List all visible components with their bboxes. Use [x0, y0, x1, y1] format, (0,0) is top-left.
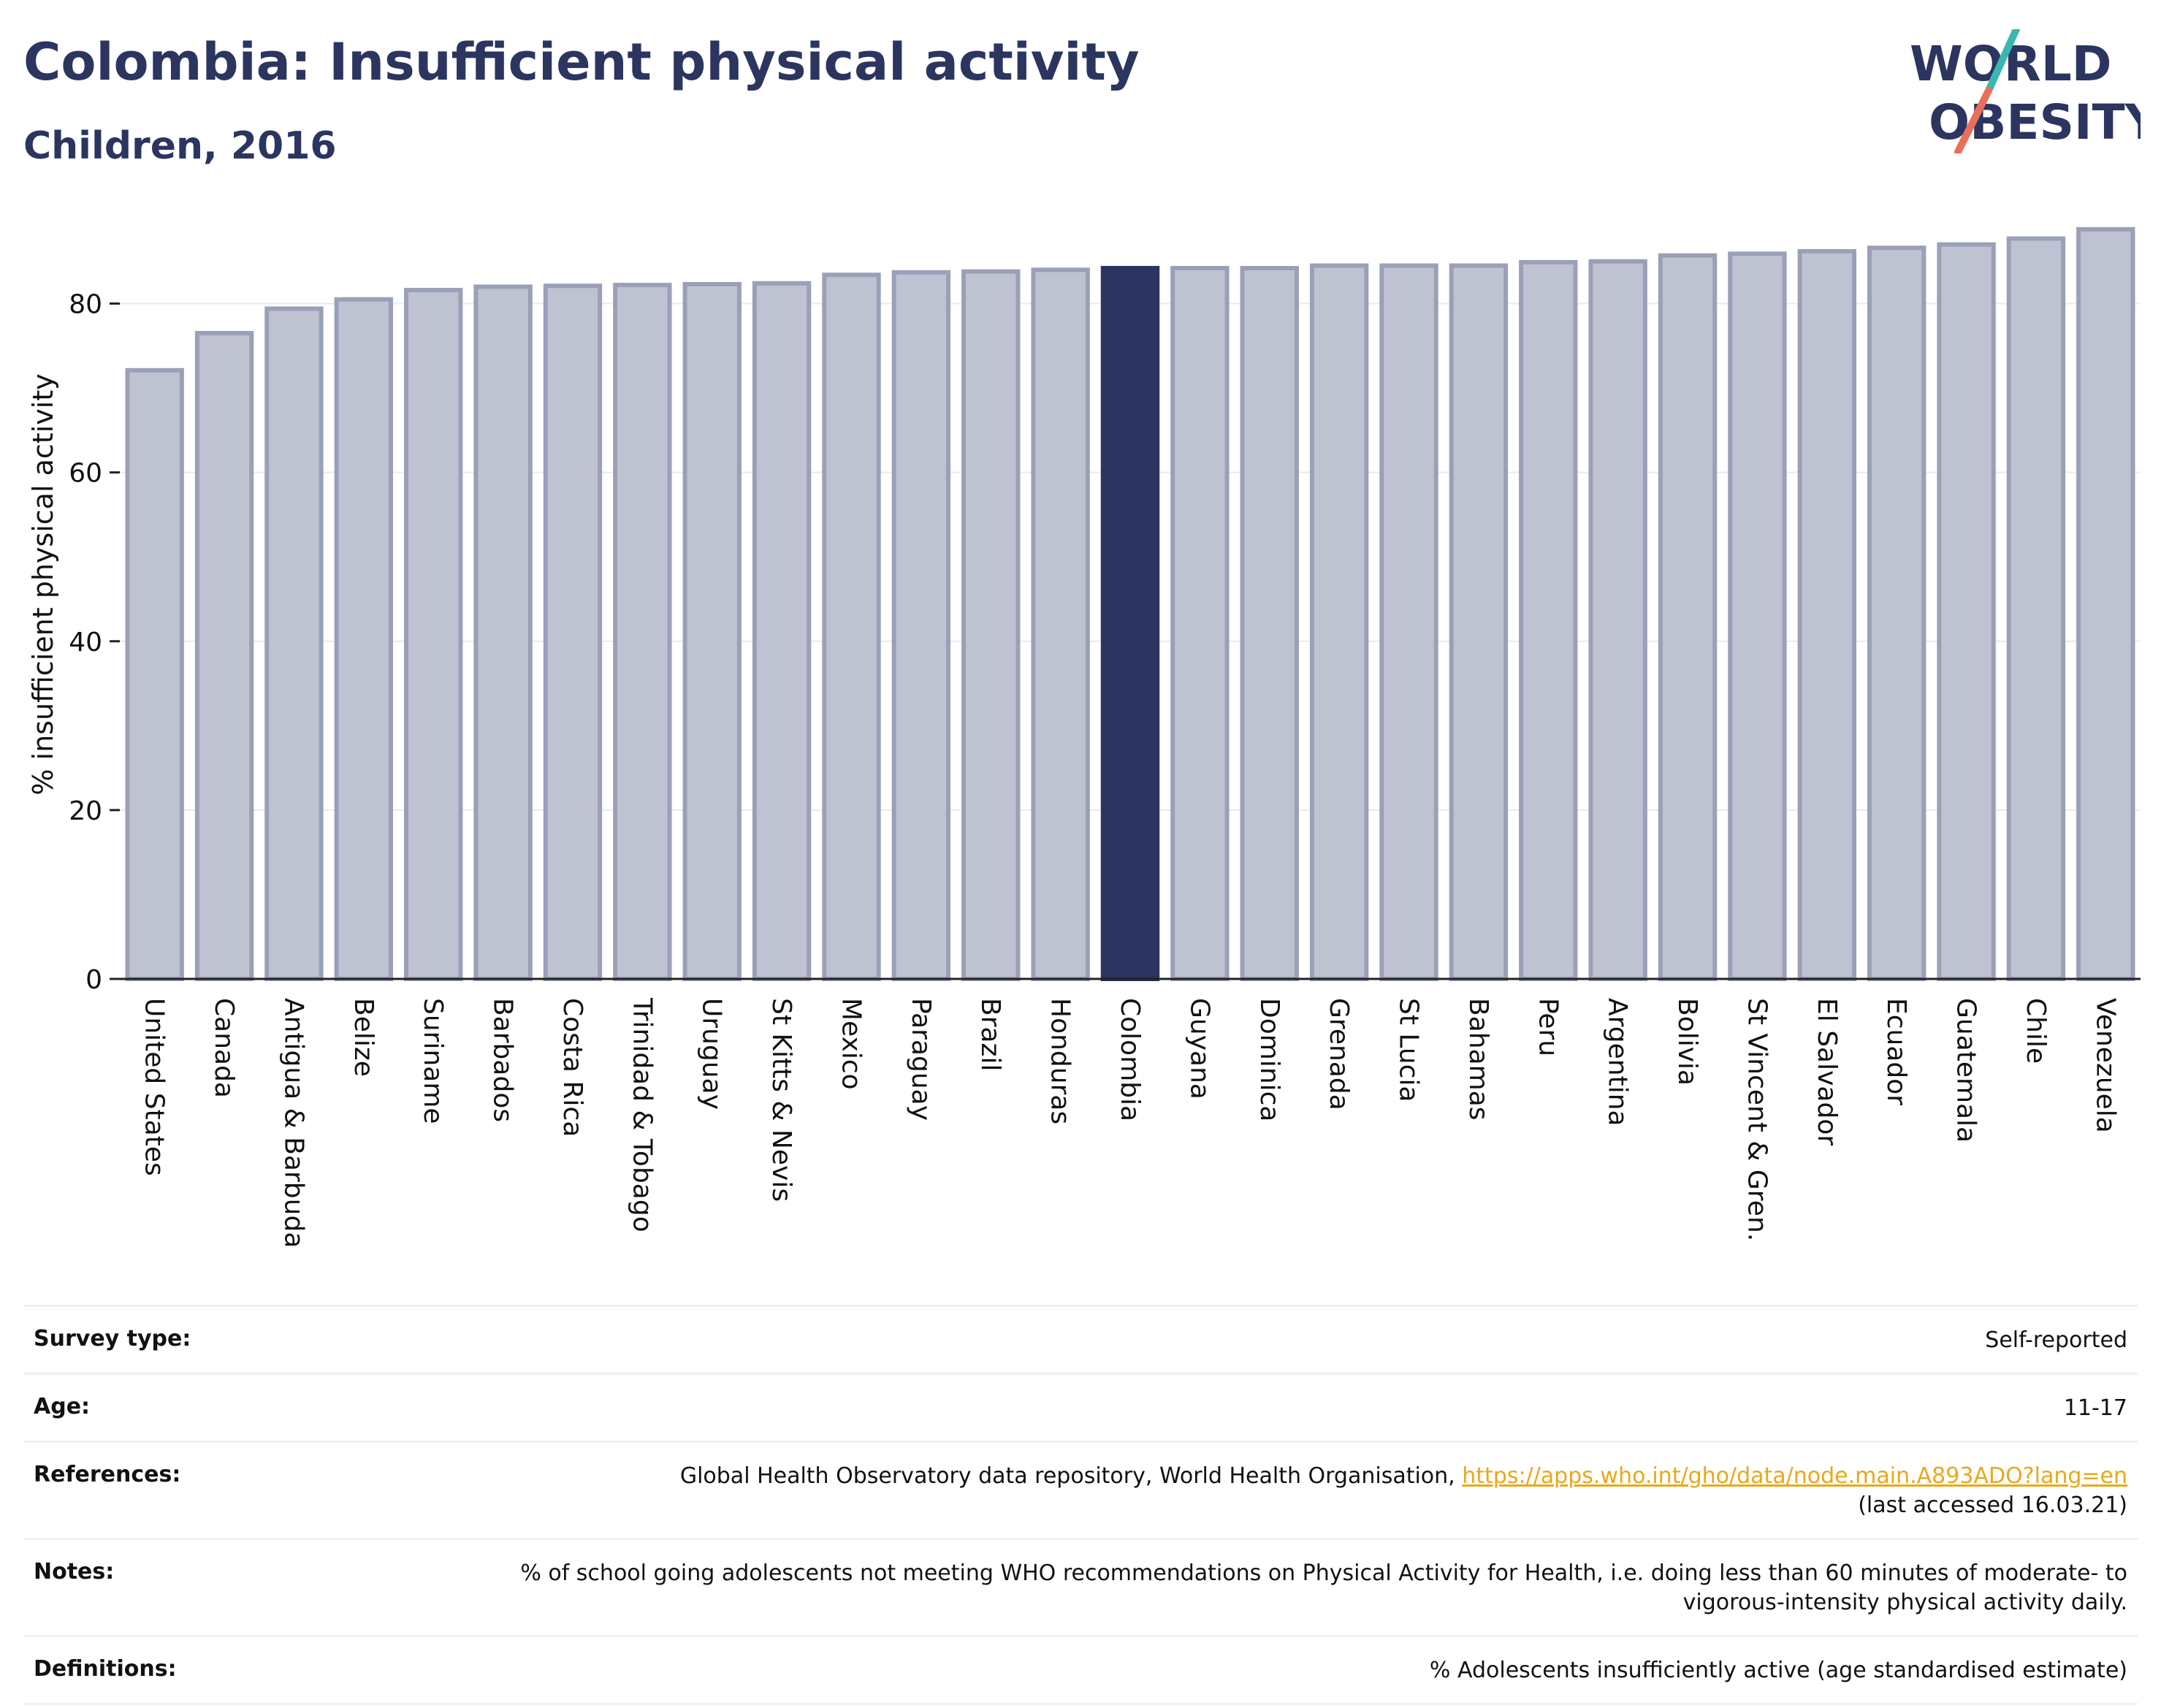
bar [1797, 248, 1856, 981]
info-row: Survey type: Self-reported [23, 1305, 2138, 1373]
bar [1937, 242, 1996, 981]
y-tick-label: 80 [69, 290, 102, 320]
bar [822, 272, 881, 982]
x-tick-label: Guatemala [1951, 998, 1981, 1143]
info-value-text: Global Health Observatory data repositor… [679, 1463, 1455, 1489]
info-row: Definitions: % Adolescents insufficiently… [23, 1635, 2138, 1705]
x-tick-label: Dominica [1254, 998, 1284, 1122]
info-label: References: [34, 1462, 181, 1487]
bar [1031, 267, 1090, 982]
y-tick-label: 60 [69, 459, 102, 489]
bar [613, 283, 672, 981]
bar [1867, 245, 1926, 982]
bar [1728, 251, 1787, 981]
info-row: Notes: % of school going adolescents not … [23, 1538, 2138, 1635]
x-tick-label: Paraguay [906, 998, 936, 1121]
bar [1240, 266, 1299, 982]
x-tick-label: Argentina [1603, 998, 1633, 1126]
info-label: Survey type: [34, 1326, 191, 1351]
info-value-text: 11-17 [2063, 1395, 2127, 1421]
bar [125, 367, 184, 982]
x-tick-label: United States [140, 998, 169, 1176]
x-tick-label: Ecuador [1881, 998, 1911, 1105]
bars [125, 226, 2135, 982]
info-value: Global Health Observatory data repositor… [680, 1462, 2127, 1520]
x-tick-label: Suriname [418, 998, 448, 1124]
bar [543, 283, 603, 982]
x-tick-label: Brazil [975, 998, 1005, 1071]
x-tick-label: Trinidad & Tobago [627, 997, 657, 1232]
bar [404, 288, 463, 982]
x-tick-label: Colombia [1115, 998, 1145, 1121]
axes: 0 20 40 60 80 United States Canada Antigua & Ba… [69, 290, 2141, 1248]
info-value-text: % of school going adolescents not meetin… [520, 1560, 2127, 1615]
bar [1309, 263, 1369, 982]
info-table: Survey type: Self-reported Age: 11-17 Refere… [23, 1305, 2138, 1705]
info-value-text: % Adolescents insufficiently active (age… [1429, 1658, 2127, 1683]
x-tick-label: Venezuela [2090, 998, 2120, 1133]
y-tick-label: 0 [85, 965, 102, 995]
x-tick-label: El Salvador [1812, 998, 1842, 1145]
info-row: Age: 11-17 [23, 1373, 2138, 1441]
bar [891, 270, 951, 982]
world-obesity-logo: WORLD OBESITY [1910, 29, 2141, 153]
info-value: % Adolescents insufficiently active (age… [1430, 1656, 2127, 1685]
x-tick-label: St Lucia [1394, 998, 1424, 1102]
bar [752, 281, 812, 982]
x-tick-label: Barbados [488, 998, 518, 1122]
x-tick-label: Honduras [1045, 998, 1075, 1124]
x-tick-label: St Kitts & Nevis [766, 998, 796, 1202]
bar [2076, 226, 2135, 981]
reference-link[interactable]: https://apps.who.int/gho/data/node.main.… [1462, 1463, 2127, 1489]
bar [1170, 266, 1230, 982]
x-tick-label: Grenada [1324, 998, 1354, 1110]
x-tick-label: Guyana [1184, 998, 1214, 1099]
bar [682, 281, 742, 981]
bar-chart: 0 20 40 60 80 United States Canada Antigua & Ba… [27, 226, 2141, 1248]
x-tick-label: Mexico [836, 998, 866, 1090]
x-tick-label: Costa Rica [557, 998, 587, 1137]
x-tick-label: Canada [209, 998, 239, 1098]
info-value: 11-17 [2064, 1394, 2127, 1423]
info-label: Definitions: [34, 1656, 177, 1682]
y-axis-label: % insufficient physical activity [27, 373, 59, 795]
bar [1588, 259, 1647, 982]
x-tick-label: Belize [348, 998, 378, 1077]
bar [1519, 259, 1578, 981]
info-value-note: (last accessed 16.03.21) [1858, 1492, 2127, 1518]
bar-highlight [1100, 266, 1160, 982]
x-tick-label: Antigua & Barbuda [278, 998, 308, 1248]
info-label: Notes: [34, 1559, 115, 1585]
bar [194, 331, 254, 981]
info-value: Self-reported [1985, 1326, 2127, 1355]
info-value: % of school going adolescents not meetin… [520, 1559, 2127, 1617]
info-label: Age: [34, 1394, 91, 1419]
bar [264, 306, 324, 981]
bar [1658, 253, 1718, 981]
page-subtitle: Children, 2016 [23, 124, 337, 168]
x-tick-label: Uruguay [697, 998, 727, 1110]
bar [1449, 263, 1509, 982]
bar [334, 297, 394, 981]
x-tick-label: Peru [1533, 998, 1563, 1056]
x-tick-label: Bolivia [1672, 998, 1702, 1086]
x-tick-label: Bahamas [1463, 998, 1493, 1121]
x-tick-label: St Vincent & Gren. [1742, 998, 1772, 1241]
bar [1379, 263, 1438, 982]
page-title: Colombia: Insufficient physical activity [23, 32, 1140, 92]
bar [961, 269, 1021, 981]
info-value-text: Self-reported [1985, 1327, 2127, 1353]
y-tick-label: 20 [69, 796, 102, 826]
bar [2006, 236, 2066, 982]
y-tick-label: 40 [69, 628, 102, 657]
x-tick-label: Chile [2021, 998, 2051, 1064]
info-row: References: Global Health Observatory dat… [23, 1441, 2138, 1538]
bar [473, 284, 533, 981]
